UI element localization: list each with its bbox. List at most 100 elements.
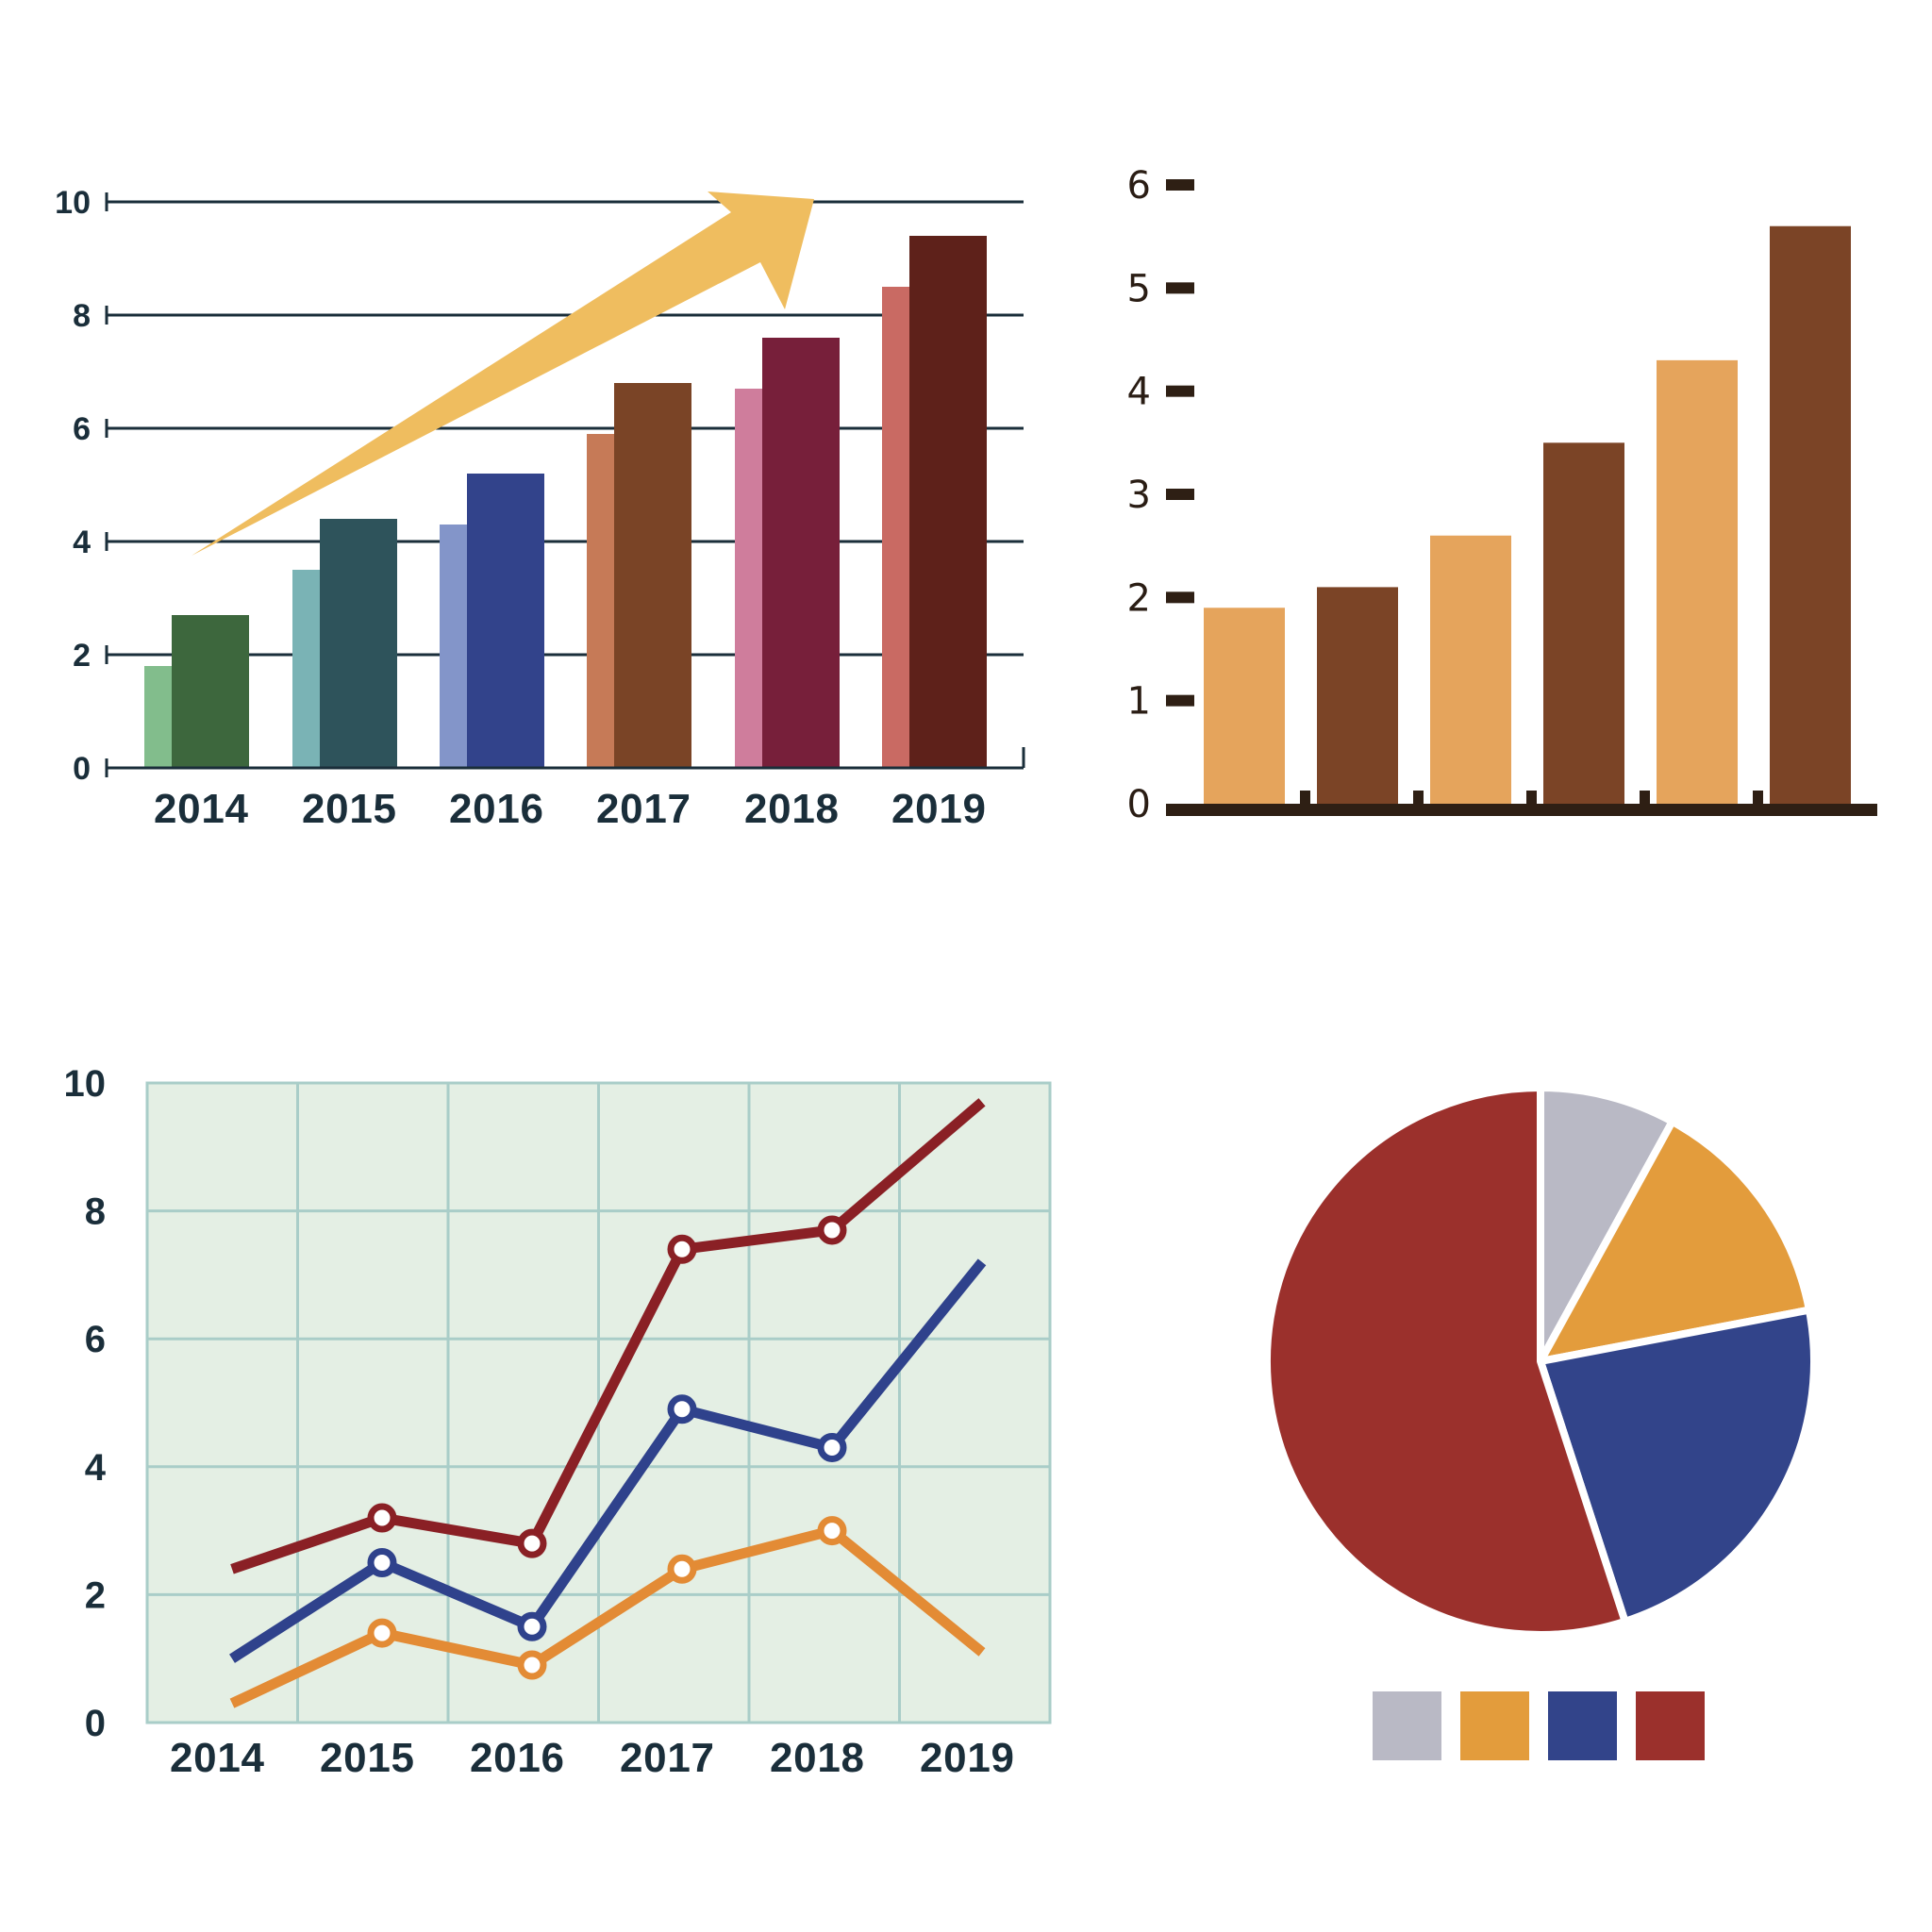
line-chart: 0 2 4 6 8 10 2014 2015 2016 2017 2018 2019 [64, 1063, 1052, 1781]
y-tick-label: 6 [85, 1319, 106, 1360]
y-tick-labels: 0 2 4 6 8 10 [64, 1063, 107, 1744]
bars [144, 236, 987, 768]
bar-back [587, 434, 615, 768]
bar-front [172, 615, 249, 768]
bar [1770, 225, 1851, 804]
y-tick-label: 10 [55, 185, 91, 221]
y-tick-label: 8 [73, 298, 91, 334]
bar-front [909, 236, 987, 768]
bars [1204, 225, 1851, 804]
x-tick-label: 2019 [891, 786, 986, 832]
x-tick-mark [1300, 791, 1310, 806]
y-tick-label: 10 [64, 1063, 107, 1105]
y-tick-label: 3 [1127, 474, 1151, 517]
y-tick-label: 0 [1127, 783, 1151, 826]
y-tick-label: 4 [1127, 371, 1151, 414]
legend-swatch [1460, 1691, 1529, 1760]
x-tick-label: 2016 [470, 1735, 564, 1781]
pie-slice [1537, 1306, 1818, 1625]
data-point [367, 1503, 397, 1533]
pie-slices [1263, 1084, 1818, 1639]
x-tick-label: 2014 [154, 786, 249, 832]
data-point [667, 1234, 697, 1264]
data-point [517, 1650, 547, 1680]
y-tick-label: 4 [73, 525, 91, 560]
bar [1204, 608, 1285, 804]
bar-back [292, 570, 321, 768]
x-tick-mark [1753, 791, 1763, 806]
bar-front [467, 474, 544, 768]
x-tick-mark [1413, 791, 1424, 806]
y-tick-label: 1 [1127, 680, 1151, 724]
pie-slice [1537, 1117, 1813, 1365]
bar-front [762, 338, 840, 768]
y-tick-label: 6 [1127, 164, 1151, 208]
bar-front [614, 383, 691, 768]
legend [1373, 1691, 1705, 1760]
legend-swatch [1636, 1691, 1705, 1760]
x-tick-label: 2015 [302, 786, 396, 832]
data-point [817, 1215, 847, 1245]
y-tick-label: 4 [85, 1447, 107, 1489]
x-tick-label: 2016 [449, 786, 543, 832]
data-point [517, 1611, 547, 1641]
gridlines [105, 192, 1025, 777]
series-line-blue [229, 1258, 987, 1663]
grid [147, 1083, 1050, 1723]
x-tick-marks [1300, 791, 1763, 806]
x-tick-labels: 2014 2015 2016 2017 2018 2019 [154, 786, 986, 832]
bar-back [144, 666, 173, 768]
x-tick-label: 2015 [320, 1735, 414, 1781]
bar-back [882, 287, 910, 768]
bar [1317, 587, 1398, 804]
x-tick-label: 2019 [920, 1735, 1014, 1781]
legend-swatch [1548, 1691, 1617, 1760]
x-axis [1166, 804, 1877, 816]
bar [1657, 359, 1738, 804]
simple-bar-chart: 0 1 2 3 4 5 6 [1127, 164, 1877, 826]
data-point [367, 1618, 397, 1648]
y-ticks: 0 1 2 3 4 5 6 [1127, 164, 1194, 826]
x-tick-label: 2014 [170, 1735, 265, 1781]
x-tick-label: 2018 [744, 786, 839, 832]
y-tick-label: 5 [1127, 267, 1151, 310]
pie-slice [1537, 1084, 1676, 1365]
bar [1430, 535, 1511, 804]
y-tick-label: 6 [73, 411, 91, 447]
y-tick-mark [1166, 489, 1194, 500]
y-tick-label: 2 [85, 1574, 106, 1616]
data-point [667, 1394, 697, 1424]
y-tick-label: 0 [85, 1703, 106, 1744]
paired-bar-chart: 0 2 4 6 8 10 2014 2015 2016 2017 2018 2019 [55, 185, 1025, 832]
pie-chart [1263, 1084, 1818, 1760]
bar-back [735, 389, 763, 768]
data-point [817, 1432, 847, 1462]
series-line-red [230, 1098, 986, 1574]
bar-back [440, 525, 468, 768]
y-tick-mark [1166, 282, 1194, 294]
y-tick-labels: 0 2 4 6 8 10 [55, 185, 91, 787]
x-tick-label: 2018 [770, 1735, 864, 1781]
y-tick-mark [1166, 694, 1194, 707]
series-line-orange [229, 1525, 986, 1708]
data-point [367, 1548, 397, 1577]
y-tick-mark [1166, 591, 1194, 604]
y-tick-label: 2 [1127, 576, 1151, 620]
legend-swatch [1373, 1691, 1441, 1760]
plot-frame [145, 1081, 1052, 1724]
x-tick-label: 2017 [620, 1735, 714, 1781]
x-tick-labels: 2014 2015 2016 2017 2018 2019 [170, 1735, 1014, 1781]
pie-slice [1263, 1084, 1629, 1639]
y-tick-mark [1166, 179, 1194, 191]
series-lines [229, 1098, 987, 1708]
x-tick-label: 2017 [596, 786, 691, 832]
y-tick-label: 0 [73, 751, 91, 787]
y-tick-mark [1166, 385, 1194, 397]
x-tick-mark [1526, 791, 1537, 806]
bar-front [320, 519, 397, 768]
x-tick-mark [1640, 791, 1650, 806]
y-tick-label: 8 [85, 1191, 106, 1233]
bar [1543, 442, 1624, 804]
data-point [817, 1516, 847, 1546]
